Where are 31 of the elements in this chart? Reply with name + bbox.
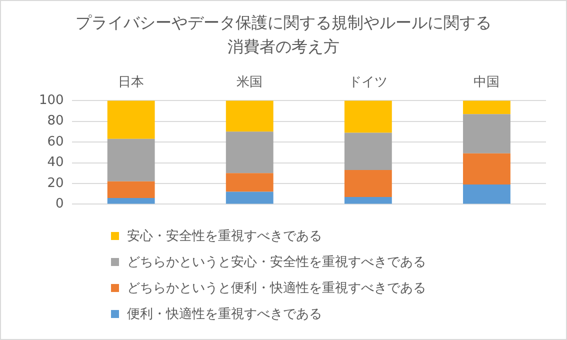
y-tick-label: 0 xyxy=(56,196,64,212)
bar xyxy=(344,170,392,197)
bar xyxy=(344,196,392,204)
bar xyxy=(226,100,274,132)
x-tick-label: 中国 xyxy=(474,75,500,90)
bar xyxy=(226,173,274,192)
bar xyxy=(463,100,510,114)
x-tick-label: 米国 xyxy=(236,75,263,90)
bar xyxy=(226,132,274,174)
bar xyxy=(107,100,155,139)
legend-label: 安心・安全性を重視すべきである xyxy=(127,228,322,245)
chart-title: プライバシーやデータ保護に関する規制やルールに関する消費者の考え方 xyxy=(74,12,492,58)
bar xyxy=(463,184,510,204)
legend-label: 便利・快適性を重視すべきである xyxy=(127,306,322,323)
bar xyxy=(344,100,392,133)
bar xyxy=(463,153,510,185)
legend-label: どちらかというと安心・安全性を重視すべきである xyxy=(127,254,426,271)
bar xyxy=(226,192,274,204)
x-tick-label: 日本 xyxy=(118,75,144,90)
x-tick-label: ドイツ xyxy=(348,75,388,90)
bar xyxy=(107,181,155,198)
y-tick-label: 100 xyxy=(38,92,64,108)
y-tick-label: 60 xyxy=(47,134,64,150)
bar xyxy=(107,198,155,204)
bar xyxy=(107,138,155,182)
bar xyxy=(344,132,392,170)
bar xyxy=(463,114,510,154)
y-tick-label: 20 xyxy=(47,176,64,191)
legend-label: どちらかというと便利・快適性を重視すべきである xyxy=(127,280,426,297)
y-tick-label: 80 xyxy=(47,114,64,129)
y-tick-label: 40 xyxy=(47,155,64,170)
